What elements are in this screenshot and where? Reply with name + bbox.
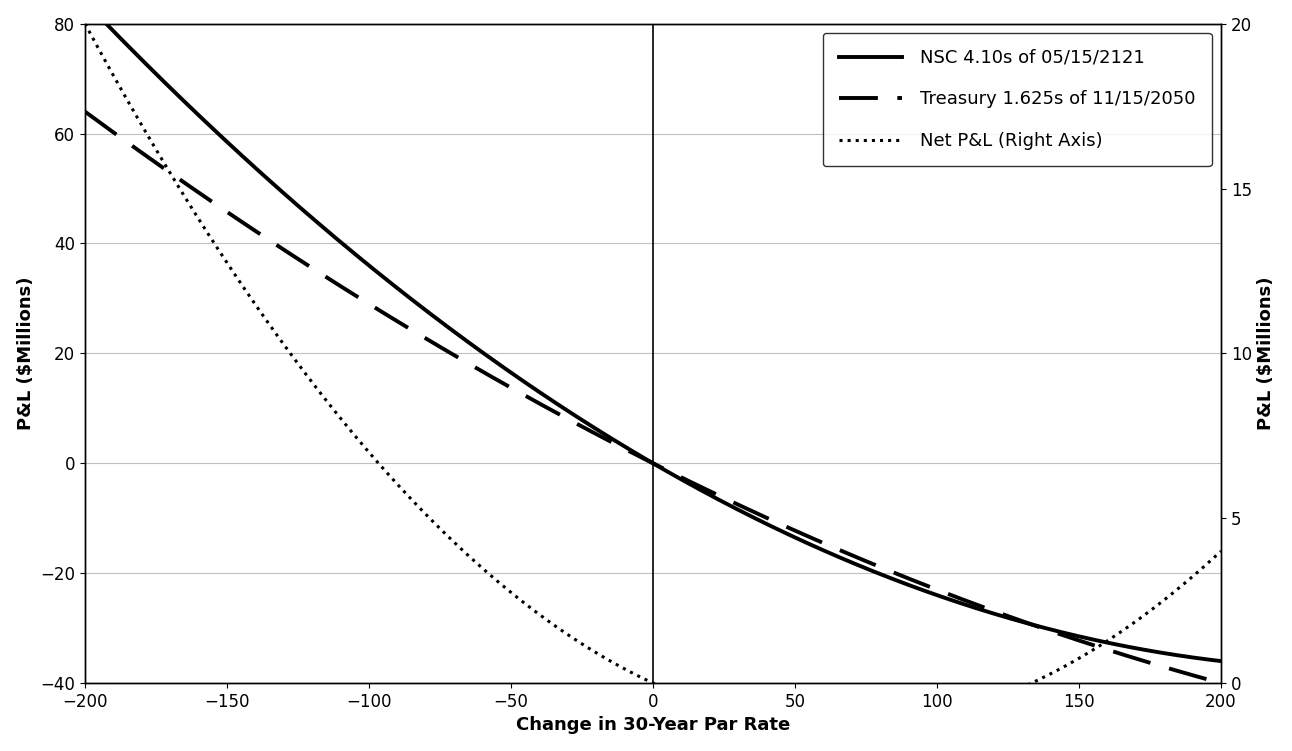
NSC 4.10s of 05/15/2121	[78, 0, 93, 6]
NSC 4.10s of 05/15/2121	[599, 431, 615, 440]
Net P&L (Right Axis)	[78, 20, 93, 29]
Line: Treasury 1.625s of 11/15/2050: Treasury 1.625s of 11/15/2050	[85, 112, 1221, 683]
NSC 4.10s of 05/15/2121	[136, 56, 151, 65]
Treasury 1.625s of 11/15/2050	[629, 451, 645, 460]
NSC 4.10s of 05/15/2121	[1180, 652, 1195, 661]
NSC 4.10s of 05/15/2121	[1213, 656, 1229, 665]
Treasury 1.625s of 11/15/2050	[972, 602, 987, 611]
Y-axis label: P&L ($Millions): P&L ($Millions)	[17, 276, 35, 430]
NSC 4.10s of 05/15/2121	[1180, 653, 1195, 662]
Treasury 1.625s of 11/15/2050	[1180, 669, 1195, 678]
Treasury 1.625s of 11/15/2050	[599, 436, 615, 445]
Net P&L (Right Axis)	[1181, 575, 1196, 584]
NSC 4.10s of 05/15/2121	[972, 605, 987, 614]
X-axis label: Change in 30-Year Par Rate: Change in 30-Year Par Rate	[516, 716, 791, 734]
Treasury 1.625s of 11/15/2050	[1180, 669, 1195, 678]
Line: NSC 4.10s of 05/15/2121: NSC 4.10s of 05/15/2121	[85, 2, 1221, 661]
Net P&L (Right Axis)	[599, 655, 615, 664]
Net P&L (Right Axis)	[136, 122, 151, 131]
Treasury 1.625s of 11/15/2050	[78, 107, 93, 116]
Net P&L (Right Axis)	[1180, 576, 1195, 585]
NSC 4.10s of 05/15/2121	[629, 450, 645, 459]
Net P&L (Right Axis)	[835, 722, 850, 731]
Y-axis label: P&L ($Millions): P&L ($Millions)	[1257, 276, 1275, 430]
Legend: NSC 4.10s of 05/15/2121, Treasury 1.625s of 11/15/2050, Net P&L (Right Axis): NSC 4.10s of 05/15/2121, Treasury 1.625s…	[823, 33, 1212, 166]
Treasury 1.625s of 11/15/2050	[1213, 679, 1229, 688]
Net P&L (Right Axis)	[1213, 547, 1229, 556]
Line: Net P&L (Right Axis): Net P&L (Right Axis)	[85, 24, 1221, 727]
Treasury 1.625s of 11/15/2050	[136, 149, 151, 158]
Net P&L (Right Axis)	[972, 699, 987, 708]
Net P&L (Right Axis)	[629, 671, 645, 680]
